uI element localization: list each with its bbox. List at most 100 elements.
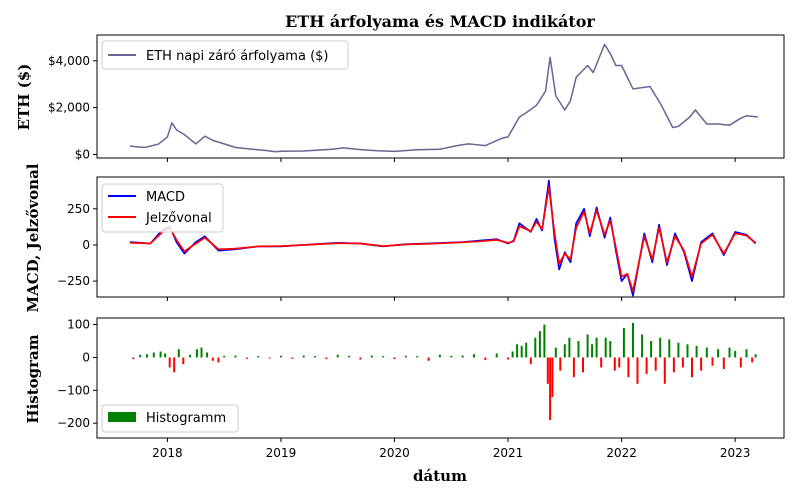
histogram-bar xyxy=(520,345,523,358)
histogram-bar xyxy=(211,357,214,361)
y-tick-label: 0 xyxy=(82,238,90,252)
histogram-bar xyxy=(582,357,584,373)
histogram-bar xyxy=(291,357,294,359)
histogram-bar xyxy=(393,357,396,360)
histogram-bar xyxy=(618,357,621,368)
histogram-bar xyxy=(525,342,528,358)
x-tick-label: 2022 xyxy=(606,446,637,460)
y-tick-label: −250 xyxy=(57,274,90,288)
histogram-bar xyxy=(438,354,441,358)
histogram-bar xyxy=(604,337,607,358)
histogram-bar xyxy=(164,353,167,358)
histogram-bar xyxy=(234,355,237,358)
histogram-bar xyxy=(546,357,549,384)
x-tick-label: 2023 xyxy=(720,446,751,460)
histogram-bar xyxy=(722,357,725,369)
histogram-bar xyxy=(554,347,557,358)
histogram-bar xyxy=(645,357,648,374)
histogram-bar xyxy=(734,350,737,358)
macd-axes-frame xyxy=(96,176,785,298)
histogram-bar xyxy=(568,337,571,358)
series-line-2 xyxy=(129,186,757,293)
histogram-bar xyxy=(200,347,203,358)
histogram-bar xyxy=(728,347,731,358)
histogram-bar xyxy=(132,357,135,360)
histogram-bar xyxy=(473,354,475,358)
histogram-bar xyxy=(280,355,282,358)
histogram-bar xyxy=(177,349,180,358)
histogram-bar xyxy=(717,349,720,358)
histogram-bar xyxy=(302,355,305,358)
histogram-bar xyxy=(591,344,594,358)
histogram-bar xyxy=(663,357,666,384)
y-tick-label: −100 xyxy=(57,383,90,397)
histogram-bar xyxy=(609,341,612,358)
histogram-bar xyxy=(711,357,714,366)
histogram-bar xyxy=(549,357,552,420)
series-line-1 xyxy=(129,43,758,153)
histogram-y-ticks: −200 −100 0 100 xyxy=(57,318,97,430)
x-axis-label: dátum xyxy=(413,467,467,485)
histogram-bar xyxy=(146,354,148,358)
macd-legend-label: MACD xyxy=(146,190,185,205)
histogram-bar xyxy=(691,357,693,378)
histogram-bar xyxy=(336,354,339,358)
histogram-bar xyxy=(507,357,510,360)
histogram-bar xyxy=(600,357,603,368)
histogram-bar xyxy=(695,345,698,358)
y-tick-label: 250 xyxy=(67,202,90,216)
price-series xyxy=(129,43,758,153)
price-y-ticks: $0 $2,000 $4,000 xyxy=(48,54,97,161)
chart-title: ETH árfolyama és MACD indikátor xyxy=(285,12,595,31)
histogram-bar xyxy=(314,356,316,358)
histogram-bar xyxy=(257,356,260,358)
price-legend-box xyxy=(101,40,349,70)
histogram-bar xyxy=(152,352,155,358)
histogram-bar xyxy=(427,357,430,361)
y-tick-label: −200 xyxy=(57,416,90,430)
histogram-bar xyxy=(182,357,185,365)
histogram-bar xyxy=(245,357,248,359)
histogram-bar xyxy=(705,347,708,358)
histogram-bar xyxy=(217,357,220,363)
histogram-bar xyxy=(745,349,748,358)
histogram-bar xyxy=(641,334,644,358)
histogram-bar xyxy=(681,357,684,368)
histogram-bar xyxy=(636,357,639,384)
histogram-bar xyxy=(659,337,662,358)
histogram-bar xyxy=(139,354,142,358)
price-legend-label: ETH napi záró árfolyama ($) xyxy=(146,49,329,64)
price-panel: $0 $2,000 $4,000 ETH ($) ETH napi záró árf… xyxy=(15,34,785,162)
macd-legend: MACD Jelzővonal xyxy=(101,183,224,233)
histogram-bar xyxy=(168,357,171,368)
histogram-bar xyxy=(495,353,498,358)
y-tick-label: 0 xyxy=(82,350,90,364)
histogram-bar xyxy=(613,357,616,371)
histogram-legend-box xyxy=(101,404,239,433)
histogram-bar xyxy=(416,356,419,358)
histogram-bar xyxy=(543,324,546,358)
histogram-bar xyxy=(551,357,554,397)
histogram-bar xyxy=(404,355,407,358)
signal-legend-label: Jelzővonal xyxy=(145,211,212,226)
y-tick-label: $0 xyxy=(75,147,90,161)
histogram-bar xyxy=(627,357,630,378)
histogram-legend: Histogramm xyxy=(101,404,239,433)
histogram-bar xyxy=(529,357,532,365)
histogram-bar xyxy=(359,357,362,360)
histogram-legend-label: Histogramm xyxy=(146,411,226,426)
histogram-bar xyxy=(686,344,689,358)
macd-panel: −250 0 250 MACD, Jelzővonal MACD Jelzővona… xyxy=(24,163,785,313)
histogram-bar xyxy=(672,357,675,373)
histogram-bar xyxy=(450,355,453,358)
histogram-bar xyxy=(538,331,541,358)
y-tick-label: $4,000 xyxy=(48,54,90,68)
histogram-legend-swatch xyxy=(108,412,136,422)
histogram-bar xyxy=(739,357,742,368)
histogram-bar xyxy=(173,357,176,373)
price-legend: ETH napi záró árfolyama ($) xyxy=(101,40,349,70)
x-tick-label: 2019 xyxy=(266,446,297,460)
histogram-bar xyxy=(700,357,703,371)
histogram-bar xyxy=(586,334,589,358)
